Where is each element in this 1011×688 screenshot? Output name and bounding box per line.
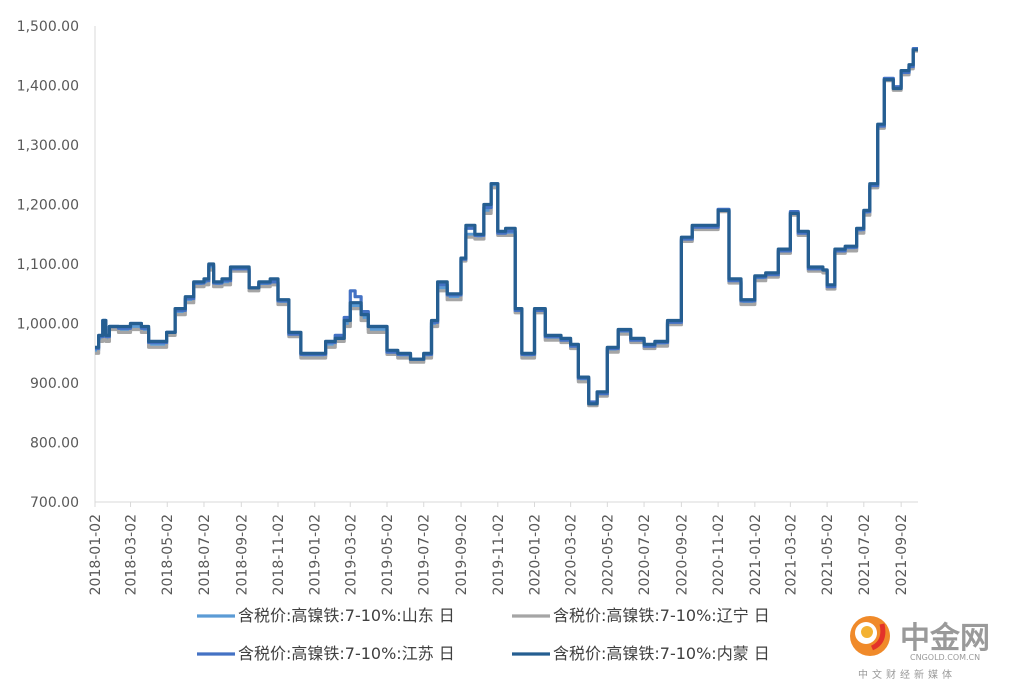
series-line-2 <box>95 47 918 404</box>
legend-label-0: 含税价:高镍铁:7-10%:山东 日 <box>238 606 455 625</box>
x-tick-label-8: 2019-05-02 <box>380 514 396 595</box>
legend-label-1: 含税价:高镍铁:7-10%:辽宁 日 <box>553 606 770 625</box>
x-tick-label-13: 2020-03-02 <box>564 514 580 595</box>
x-tick-label-16: 2020-09-02 <box>674 514 690 595</box>
x-tick-label-2: 2018-05-02 <box>160 514 176 595</box>
x-tick-label-22: 2021-09-02 <box>894 514 910 595</box>
series-line-3 <box>95 48 918 406</box>
x-axis-ticks: 2018-01-02 2018-03-02 2018-05-02 2018-07-02… <box>88 502 910 595</box>
x-tick-label-21: 2021-07-02 <box>857 514 873 595</box>
x-tick-label-6: 2019-01-02 <box>308 514 324 595</box>
x-tick-label-18: 2021-01-02 <box>748 514 764 595</box>
x-tick-label-12: 2020-01-02 <box>527 514 543 595</box>
watermark: 中金网 CNGOLD.COM.CN 中文财经新媒体 <box>850 616 990 681</box>
y-tick-label-7: 1,400.00 <box>17 79 79 95</box>
legend-label-2: 含税价:高镍铁:7-10%:江苏 日 <box>238 644 455 663</box>
watermark-tagline: 中文财经新媒体 <box>858 668 956 681</box>
x-tick-label-1: 2018-03-02 <box>124 514 140 595</box>
y-tick-label-6: 1,300.00 <box>17 138 79 154</box>
x-tick-label-20: 2021-05-02 <box>820 514 836 595</box>
y-axis-ticks: 700.00 800.00 900.00 1,000.00 1,100.00 1,200.… <box>17 19 79 511</box>
x-tick-label-7: 2019-03-02 <box>343 514 359 595</box>
x-tick-label-19: 2021-03-02 <box>783 514 799 595</box>
watermark-site: CNGOLD.COM.CN <box>910 653 980 662</box>
y-tick-label-1: 800.00 <box>30 436 79 452</box>
y-tick-label-2: 900.00 <box>30 376 79 392</box>
series-lines <box>95 47 918 408</box>
x-tick-label-4: 2018-09-02 <box>234 514 250 595</box>
x-tick-label-11: 2019-11-02 <box>491 514 507 595</box>
x-tick-label-5: 2018-11-02 <box>271 514 287 595</box>
x-tick-label-3: 2018-07-02 <box>197 514 213 595</box>
x-tick-label-17: 2020-11-02 <box>711 514 727 595</box>
y-tick-label-5: 1,200.00 <box>17 198 79 214</box>
brand-logo-icon <box>850 616 890 656</box>
x-tick-label-14: 2020-05-02 <box>600 514 616 595</box>
legend: 含税价:高镍铁:7-10%:山东 日含税价:高镍铁:7-10%:辽宁 日含税价:… <box>197 606 770 663</box>
x-tick-label-9: 2019-07-02 <box>417 514 433 595</box>
y-tick-label-3: 1,000.00 <box>17 317 79 333</box>
series-line-1 <box>95 49 918 408</box>
watermark-brand: 中金网 <box>900 621 990 656</box>
y-tick-label-0: 700.00 <box>30 495 79 511</box>
legend-label-3: 含税价:高镍铁:7-10%:内蒙 日 <box>553 644 770 663</box>
y-tick-label-4: 1,100.00 <box>17 257 79 273</box>
x-tick-label-10: 2019-09-02 <box>454 514 470 595</box>
y-tick-label-8: 1,500.00 <box>17 19 79 35</box>
x-tick-label-0: 2018-01-02 <box>88 514 104 595</box>
x-tick-label-15: 2020-07-02 <box>637 514 653 595</box>
